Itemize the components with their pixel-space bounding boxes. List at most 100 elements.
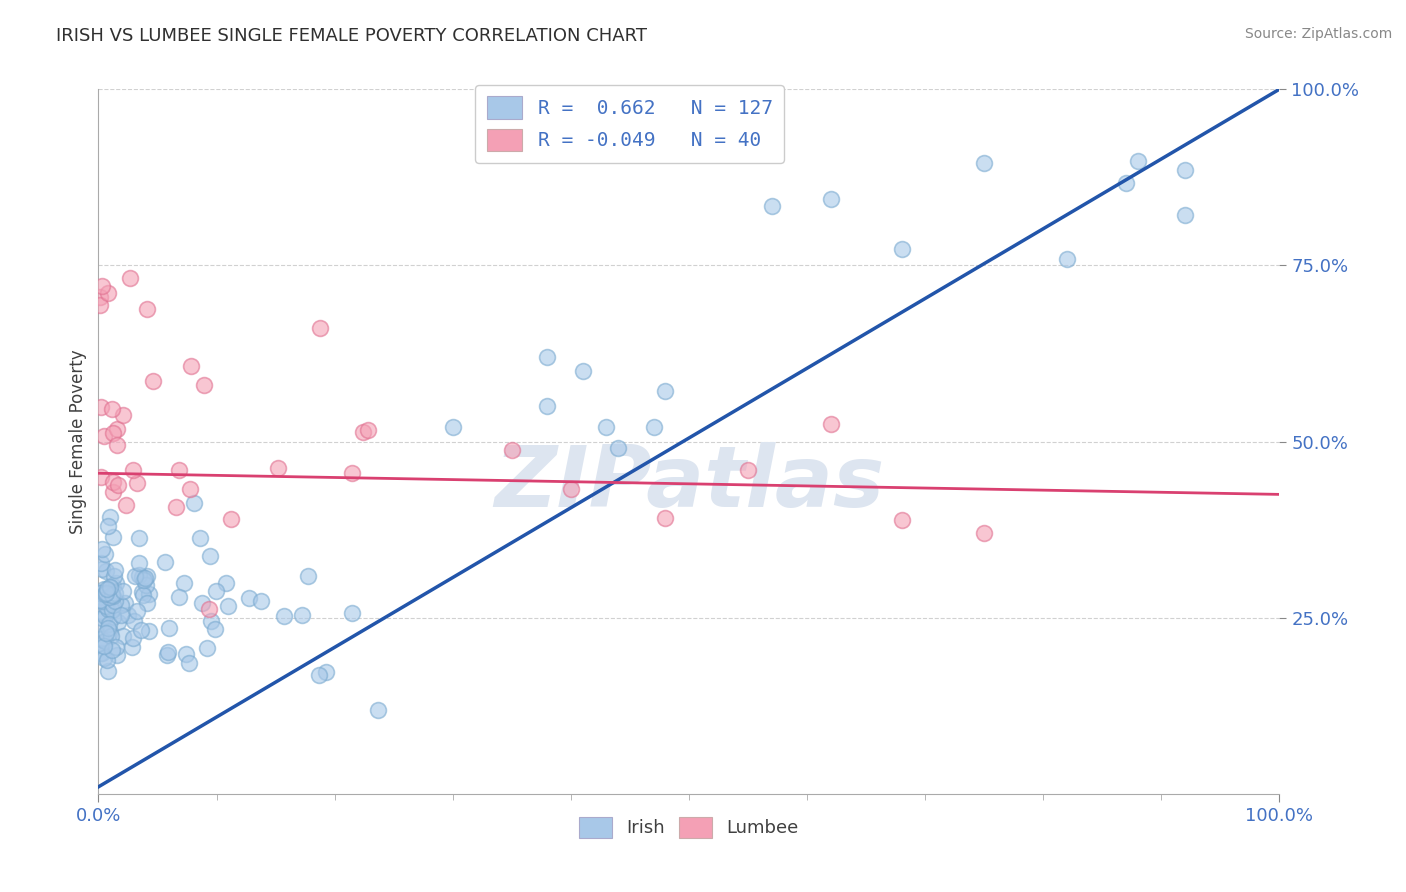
Point — [357, 423, 380, 437]
Point — [94, 625, 117, 640]
Point — [198, 549, 221, 564]
Point — [97, 621, 120, 635]
Point — [89, 297, 111, 311]
Point — [114, 596, 136, 610]
Point — [101, 530, 124, 544]
Point — [352, 425, 374, 440]
Point — [308, 321, 330, 335]
Point — [204, 584, 226, 599]
Point — [291, 607, 314, 622]
Point — [125, 605, 148, 619]
Point — [101, 485, 124, 500]
Point — [89, 621, 111, 635]
Point — [98, 509, 121, 524]
Point — [221, 512, 243, 526]
Point — [90, 632, 112, 646]
Point — [157, 621, 180, 635]
Point — [267, 460, 290, 475]
Point — [367, 703, 389, 717]
Point — [94, 547, 117, 561]
Point — [1126, 154, 1149, 169]
Point — [134, 574, 156, 588]
Point — [890, 242, 912, 256]
Point — [101, 578, 124, 592]
Point — [165, 500, 187, 515]
Point — [91, 611, 114, 625]
Point — [1115, 177, 1137, 191]
Point — [1174, 162, 1197, 177]
Point — [536, 350, 558, 364]
Point — [129, 623, 152, 637]
Point — [297, 569, 319, 583]
Point — [214, 576, 236, 591]
Point — [200, 614, 222, 628]
Point — [91, 541, 114, 556]
Point — [103, 426, 125, 441]
Point — [101, 643, 124, 657]
Point — [197, 602, 219, 616]
Point — [107, 478, 129, 492]
Text: Source: ZipAtlas.com: Source: ZipAtlas.com — [1244, 27, 1392, 41]
Point — [501, 442, 523, 457]
Point — [125, 475, 148, 490]
Point — [342, 466, 364, 480]
Y-axis label: Single Female Poverty: Single Female Poverty — [69, 350, 87, 533]
Point — [571, 364, 593, 378]
Point — [91, 638, 114, 652]
Point — [96, 586, 118, 600]
Point — [93, 582, 115, 597]
Point — [93, 588, 115, 602]
Point — [595, 420, 617, 434]
Point — [138, 624, 160, 639]
Point — [100, 629, 122, 643]
Point — [103, 569, 125, 583]
Point — [128, 556, 150, 570]
Point — [98, 580, 121, 594]
Point — [91, 647, 114, 661]
Point — [104, 586, 127, 600]
Point — [169, 463, 191, 477]
Point — [97, 519, 120, 533]
Point — [156, 648, 179, 663]
Point — [217, 599, 239, 613]
Point — [111, 408, 134, 422]
Point — [90, 646, 112, 660]
Legend: Irish, Lumbee: Irish, Lumbee — [572, 809, 806, 845]
Point — [134, 571, 156, 585]
Point — [90, 557, 112, 571]
Point — [93, 608, 115, 623]
Point — [890, 513, 912, 527]
Point — [138, 587, 160, 601]
Point — [654, 510, 676, 524]
Point — [190, 596, 212, 610]
Point — [93, 651, 115, 665]
Point — [643, 420, 665, 434]
Point — [204, 622, 226, 636]
Point — [180, 359, 202, 374]
Point — [250, 594, 273, 608]
Point — [193, 377, 215, 392]
Point — [111, 584, 134, 599]
Point — [607, 442, 630, 456]
Point — [820, 192, 842, 206]
Point — [135, 596, 157, 610]
Point — [183, 496, 205, 510]
Point — [702, 102, 724, 116]
Point — [238, 591, 260, 605]
Point — [1056, 252, 1078, 266]
Point — [973, 156, 995, 170]
Point — [101, 610, 124, 624]
Point — [104, 594, 127, 608]
Point — [131, 570, 153, 584]
Point — [340, 606, 363, 620]
Point — [105, 648, 128, 663]
Point — [101, 475, 124, 489]
Point — [131, 585, 153, 599]
Point — [93, 429, 115, 443]
Point — [179, 656, 201, 670]
Point — [94, 634, 117, 648]
Point — [91, 605, 114, 619]
Point — [101, 588, 124, 602]
Point — [131, 589, 153, 603]
Point — [153, 556, 176, 570]
